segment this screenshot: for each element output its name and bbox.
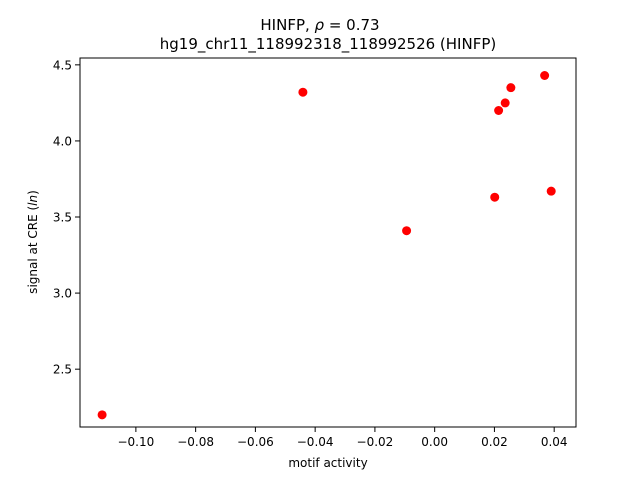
y-tick-label: 3.5 (53, 211, 72, 225)
x-tick-label: 0.04 (541, 435, 568, 449)
chart-title-line1: HINFP, ρ = 0.73 (260, 16, 379, 34)
y-tick-label: 4.5 (53, 58, 72, 72)
x-tick-label: −0.10 (117, 435, 154, 449)
x-axis-label: motif activity (288, 456, 367, 470)
x-tick-label: 0.02 (481, 435, 508, 449)
x-tick-label: 0.00 (421, 435, 448, 449)
data-point (506, 83, 516, 93)
x-tick-label: −0.06 (237, 435, 274, 449)
data-point (540, 70, 550, 80)
y-axis-label: signal at CRE (ln) (26, 190, 40, 294)
y-tick-label: 3.0 (53, 287, 72, 301)
plot-frame (79, 57, 577, 428)
data-point (490, 192, 500, 202)
data-point (402, 226, 412, 236)
x-tick-label: −0.02 (357, 435, 394, 449)
x-tick-label: −0.08 (177, 435, 214, 449)
x-tick-label: −0.04 (297, 435, 334, 449)
chart-title-line2: hg19_chr11_118992318_118992526 (HINFP) (160, 35, 496, 54)
plot-area (97, 70, 556, 420)
y-tick-label: 2.5 (53, 363, 72, 377)
data-point (546, 186, 556, 196)
data-point (298, 87, 308, 97)
y-tick-label: 4.0 (53, 134, 72, 148)
data-point (494, 105, 504, 115)
data-point (97, 410, 107, 420)
data-point (500, 98, 510, 108)
